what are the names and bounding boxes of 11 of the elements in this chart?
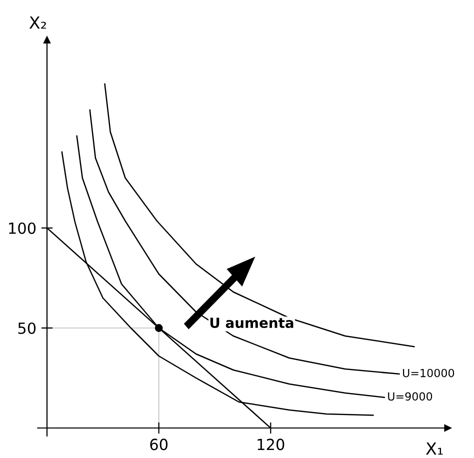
x-axis-title: X₁	[426, 442, 443, 455]
annotation: U aumenta	[210, 318, 294, 328]
x-tick-label: 60	[150, 438, 168, 450]
series-label: U=10000	[402, 368, 454, 378]
y-tick-label: 50	[18, 322, 36, 334]
series-label: U=9000	[388, 392, 432, 401]
line-series	[104, 83, 415, 348]
line-series	[89, 109, 400, 375]
y-axis-title: X₂	[29, 16, 46, 29]
x-tick-label: 120	[258, 438, 284, 450]
y-tick-label: 100	[9, 222, 36, 234]
